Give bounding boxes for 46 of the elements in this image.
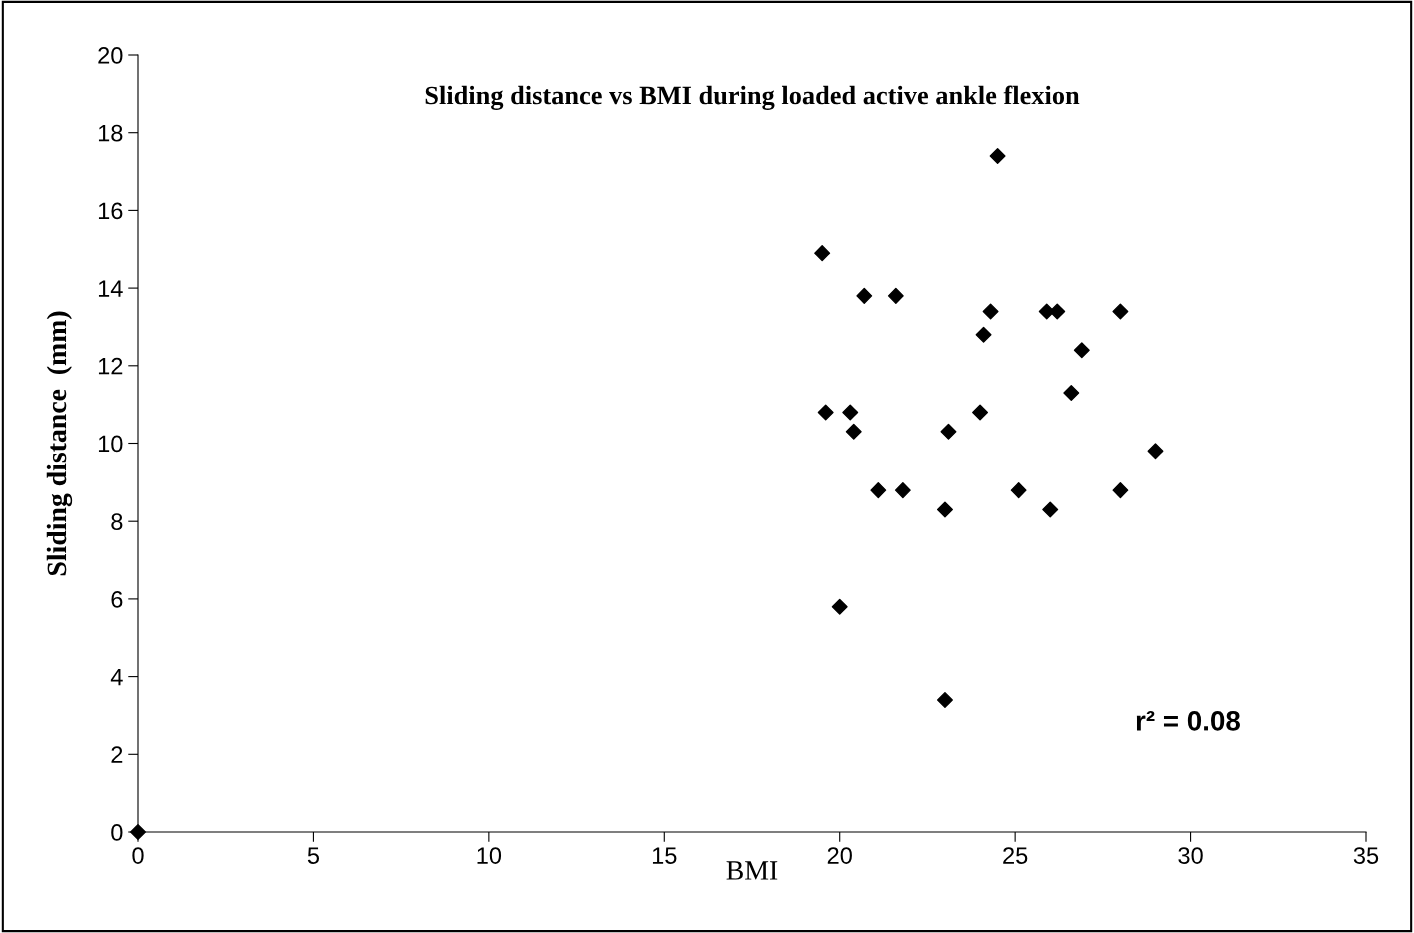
point — [1112, 303, 1129, 320]
point — [887, 287, 904, 304]
y-tick-label: 12 — [98, 357, 123, 375]
point — [894, 482, 911, 499]
y-tick-label: 16 — [98, 202, 123, 220]
point — [845, 423, 862, 440]
point — [1073, 342, 1090, 359]
point — [982, 303, 999, 320]
point — [1010, 482, 1027, 499]
point — [856, 287, 873, 304]
point — [975, 326, 992, 343]
y-tick-label: 20 — [98, 47, 123, 64]
point — [814, 245, 831, 262]
y-tick-label: 6 — [111, 590, 123, 608]
text: Sliding distance vs BMI during loaded active ankle flexion — [425, 85, 1080, 110]
y-tick-label: 8 — [111, 513, 123, 530]
x-tick-label: 25 — [1003, 847, 1028, 864]
point — [1147, 443, 1164, 460]
point — [842, 404, 859, 421]
y-axis-title: Sliding distance (mm) — [46, 311, 73, 576]
x-tick-label: 5 — [307, 847, 319, 864]
point — [831, 598, 848, 615]
x-tick-label: 0 — [132, 847, 144, 864]
y-tick-label: 0 — [111, 824, 123, 841]
point — [1063, 385, 1080, 401]
y-tick-label: 2 — [111, 746, 123, 763]
point — [936, 501, 953, 518]
x-axis-title: BMI — [726, 861, 778, 880]
point — [989, 148, 1006, 164]
y-tick-label: 18 — [98, 124, 123, 142]
y-tick-label: 4 — [110, 668, 123, 686]
point — [972, 404, 989, 421]
x-tick-label: 20 — [827, 847, 852, 864]
x-tick-label: 10 — [477, 847, 502, 864]
point — [1112, 482, 1129, 499]
point — [1042, 501, 1059, 518]
point — [936, 691, 953, 708]
annotation: r² = 0.08 — [1136, 711, 1240, 731]
y-tick-label: 10 — [98, 435, 123, 453]
x-tick-label: 15 — [652, 847, 677, 864]
x-tick-label: 35 — [1353, 847, 1379, 864]
point — [870, 482, 887, 499]
point — [940, 423, 957, 440]
point — [817, 404, 834, 421]
y-tick-label: 14 — [98, 280, 123, 297]
x-tick-label: 30 — [1178, 847, 1203, 864]
